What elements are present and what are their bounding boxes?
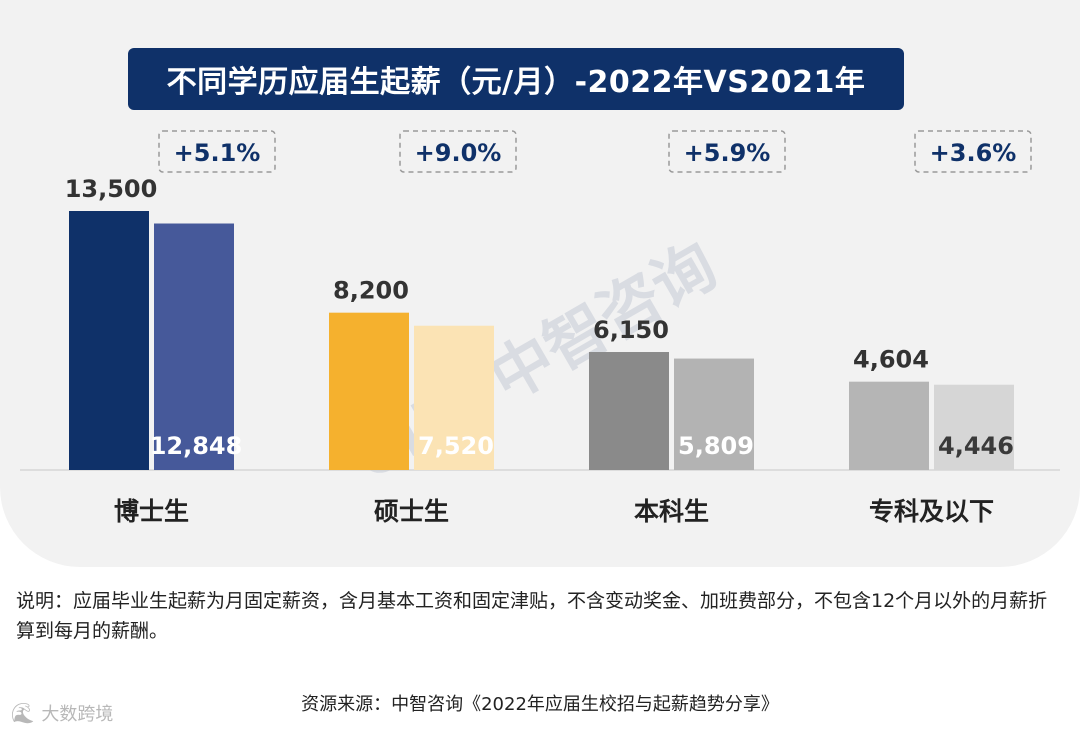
- data-label-2022: 4,604: [853, 346, 929, 374]
- source-text: 资源来源：中智咨询《2022年应届生校招与起薪趋势分享》: [301, 694, 779, 715]
- growth-box: [914, 130, 1032, 173]
- category-label: 博士生: [114, 497, 189, 526]
- data-label-2022: 8,200: [333, 277, 409, 305]
- bar-2021: [154, 223, 234, 470]
- data-label-2022: 13,500: [65, 175, 158, 203]
- growth-label: +5.1%: [174, 139, 261, 167]
- corner-brand: 🌊︎ 大数跨境: [10, 700, 113, 726]
- category-label: 硕士生: [374, 497, 449, 526]
- bar-2021: [674, 358, 754, 470]
- bar-2022: [69, 211, 149, 470]
- corner-brand-text: 大数跨境: [41, 704, 114, 725]
- category-label: 本科生: [634, 497, 709, 526]
- data-label-2021: 7,520: [418, 432, 494, 460]
- data-label-2022: 6,150: [593, 316, 669, 344]
- bar-chart: CIIC 中智咨询13,50012,848博士生+5.1%8,2007,520硕…: [20, 130, 1060, 526]
- bar-2022: [329, 312, 409, 470]
- growth-box: [668, 130, 786, 173]
- bar-2022: [849, 381, 929, 470]
- growth-label: +3.6%: [930, 139, 1017, 167]
- chart-title: 不同学历应届生起薪（元/月）-2022年VS2021年: [128, 48, 904, 110]
- growth-label: +9.0%: [415, 139, 502, 167]
- growth-box: [158, 130, 276, 173]
- data-label-2021: 12,848: [150, 432, 243, 460]
- bar-2021: [414, 325, 494, 470]
- bar-2022: [589, 352, 669, 470]
- growth-label: +5.9%: [684, 139, 771, 167]
- brand-logo-icon: 🌊︎: [10, 701, 36, 725]
- category-label: 专科及以下: [869, 497, 994, 526]
- bar-2021: [934, 384, 1014, 470]
- growth-box: [399, 130, 517, 173]
- chart-note: 说明：应届毕业生起薪为月固定薪资，含月基本工资和固定津贴，不含变动奖金、加班费部…: [16, 590, 1048, 642]
- data-label-2021: 4,446: [938, 432, 1014, 460]
- data-label-2021: 5,809: [678, 432, 754, 460]
